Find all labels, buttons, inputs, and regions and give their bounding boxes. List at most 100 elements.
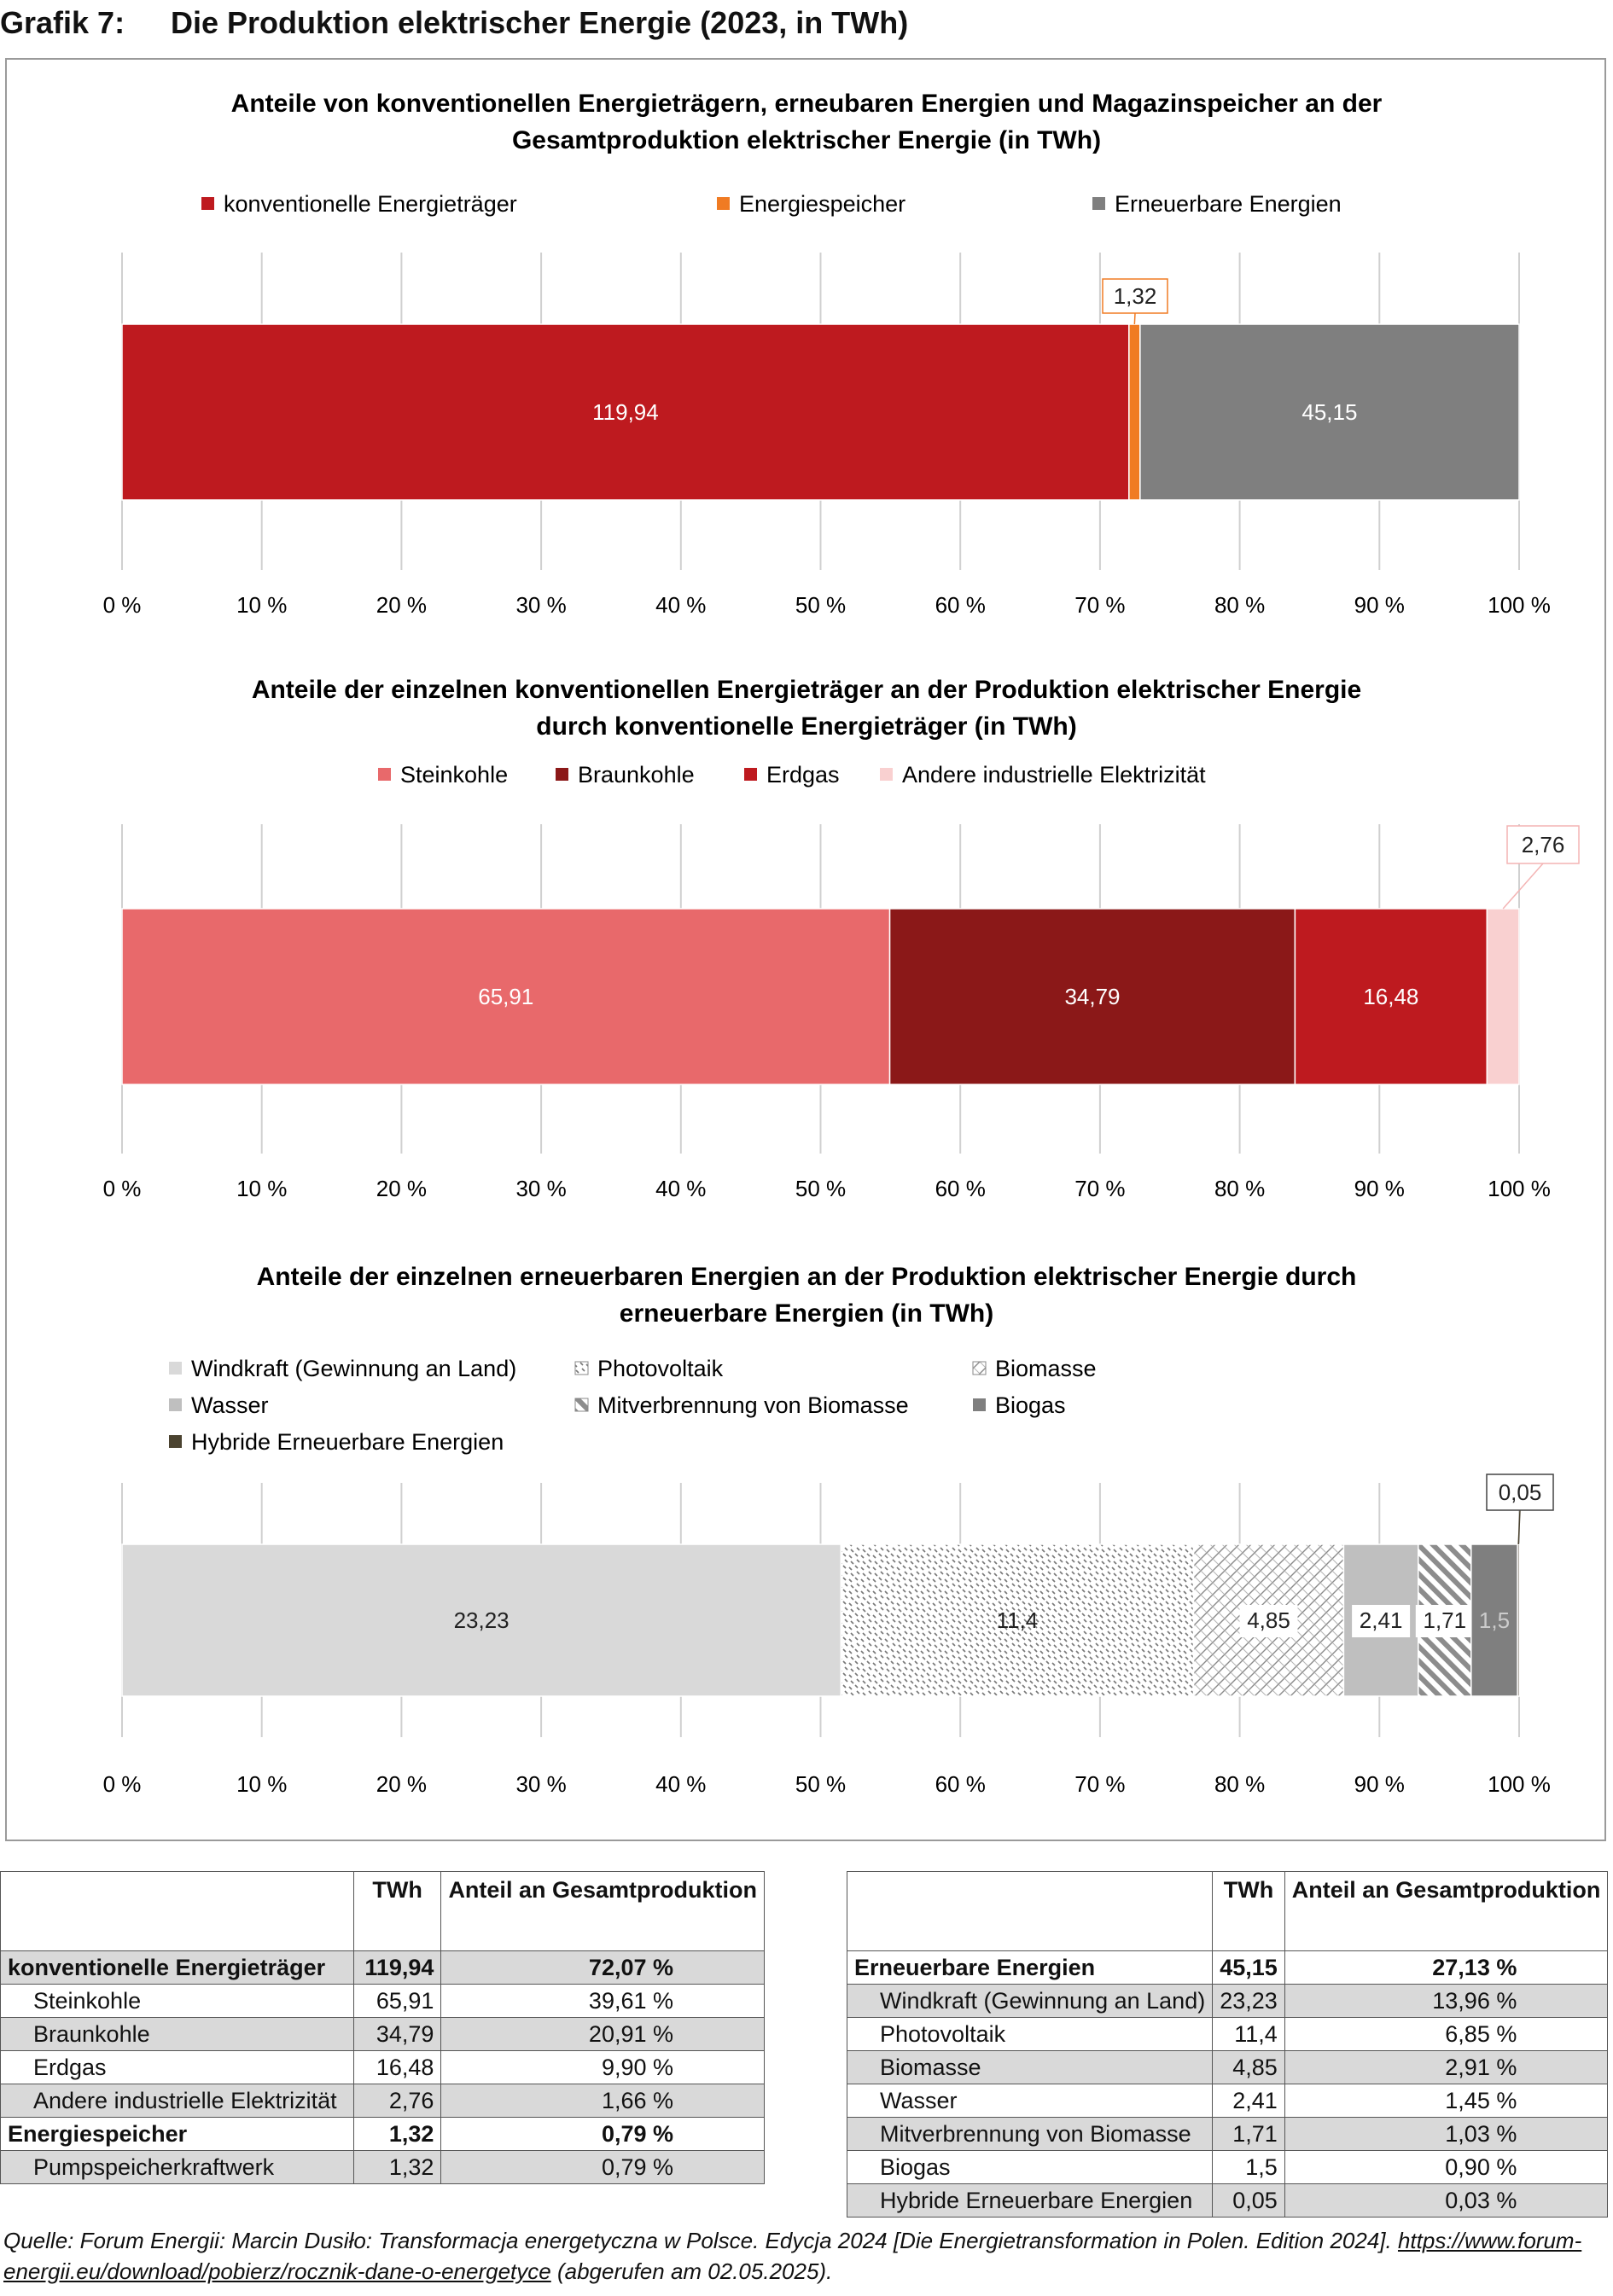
bar-segment (1294, 908, 1488, 1085)
chart-2: Anteile der einzelnen konventionellen En… (103, 676, 1580, 1201)
row-twh: 45,15 (1212, 1950, 1285, 1985)
row-share: 20,91 % (440, 2017, 765, 2051)
x-tick-label: 50 % (795, 1176, 846, 1201)
chart-title-line: erneuerbare Energien (in TWh) (620, 1299, 993, 1328)
row-share: 1,45 % (1284, 2084, 1609, 2118)
x-tick-label: 30 % (515, 1176, 566, 1201)
row-share: 1,03 % (1284, 2117, 1609, 2151)
chart-title-line: durch konventionelle Energieträger (in T… (536, 712, 1076, 741)
table-header-cell: TWh (352, 1871, 442, 1951)
row-label: Energiespeicher (0, 2117, 354, 2151)
data-label: 2,76 (1522, 832, 1565, 857)
row-share: 0,79 % (440, 2117, 765, 2151)
row-share: 72,07 % (440, 1950, 765, 1985)
row-share: 1,66 % (440, 2084, 765, 2118)
legend-entry: Energiespeicher (739, 191, 905, 217)
table-header-cell: Anteil an Gesamtproduktion (1284, 1871, 1609, 1951)
row-share: 39,61 % (440, 1984, 765, 2018)
row-label: Braunkohle (0, 2017, 354, 2051)
legend-entry: Andere industrielle Elektrizität (902, 762, 1206, 788)
table-header-cell: Anteil an Gesamtproduktion (440, 1871, 765, 1951)
table-header-cell: TWh (1212, 1871, 1285, 1951)
row-twh: 11,4 (1212, 2017, 1285, 2051)
x-tick-label: 40 % (655, 1771, 706, 1797)
row-label: Andere industrielle Elektrizität (0, 2084, 354, 2118)
source-link[interactable]: https://www.forum-energii.eu/download/po… (3, 2228, 1582, 2284)
row-twh: 1,32 (352, 2117, 442, 2151)
source-note: Quelle: Forum Energii: Marcin Dusiło: Tr… (3, 2225, 1608, 2287)
source-suffix: (abgerufen am 02.05.2025). (550, 2258, 833, 2284)
table-row: Andere industrielle Elektrizität 2,76 1,66… (0, 2084, 765, 2118)
data-label: 16,48 (1363, 984, 1418, 1009)
x-tick-label: 50 % (795, 592, 846, 618)
table-row: Wasser 2,41 1,45 % (846, 2084, 1609, 2118)
table-row: Photovoltaik 11,4 6,85 % (846, 2017, 1609, 2051)
row-share: 0,79 % (440, 2150, 765, 2184)
x-tick-label: 20 % (376, 1771, 427, 1797)
x-tick-label: 50 % (795, 1771, 846, 1797)
row-label: Erneuerbare Energien (846, 1950, 1214, 1985)
bar-segment (1470, 1543, 1518, 1697)
chart-frame (5, 58, 1606, 1841)
data-label: 1,71 (1423, 1607, 1466, 1633)
data-label: 1,32 (1114, 283, 1157, 309)
table-row: Biogas 1,5 0,90 % (846, 2150, 1609, 2184)
callout-leader (1133, 312, 1136, 325)
data-label-box (1415, 1605, 1474, 1637)
row-label: Mitverbrennung von Biomasse (846, 2117, 1214, 2151)
data-label: 45,15 (1301, 399, 1357, 425)
bar-segment (840, 1543, 1195, 1697)
data-label: 0,05 (1499, 1479, 1542, 1505)
row-share: 9,90 % (440, 2050, 765, 2084)
row-share: 27,13 % (1284, 1950, 1609, 1985)
x-tick-label: 0 % (103, 592, 142, 618)
legend-entry: Hybride Erneuerbare Energien (191, 1429, 504, 1455)
row-twh: 65,91 (352, 1984, 442, 2018)
row-twh: 0,05 (1212, 2183, 1285, 2218)
row-label: Pumpspeicherkraftwerk (0, 2150, 354, 2184)
x-tick-label: 70 % (1074, 1176, 1125, 1201)
charts-svg: Anteile von konventionellen Energieträge… (103, 90, 1580, 1797)
legend-swatch (973, 1398, 986, 1411)
x-tick-label: 40 % (655, 592, 706, 618)
row-share: 0,90 % (1284, 2150, 1609, 2184)
bar-segment (1517, 1543, 1520, 1697)
table-row: konventionelle Energieträger 119,94 72,07 … (0, 1950, 765, 1985)
legend-swatch (972, 1361, 987, 1375)
callout-leader (1502, 863, 1544, 910)
table-header-row: TWh Anteil an Gesamtproduktion (0, 1871, 765, 1951)
x-tick-label: 70 % (1074, 592, 1125, 618)
row-share: 0,03 % (1284, 2183, 1609, 2218)
source-text: Quelle: Forum Energii: Marcin Dusiło: Tr… (3, 2228, 1398, 2253)
callout-box (1486, 1474, 1554, 1511)
legend-swatch (378, 768, 391, 781)
legend-swatch (169, 1398, 182, 1411)
legend-swatch (880, 768, 893, 781)
row-label: Biomasse (846, 2050, 1214, 2084)
legend-entry: konventionelle Energieträger (224, 191, 517, 217)
row-label: Windkraft (Gewinnung an Land) (846, 1984, 1214, 2018)
chart-title-line: Anteile der einzelnen erneuerbaren Energ… (257, 1263, 1357, 1291)
legend-swatch (574, 1398, 589, 1412)
bar-segment (1128, 323, 1141, 501)
legend-swatch (1092, 197, 1105, 210)
bar-segment (121, 908, 891, 1085)
legend-swatch (556, 768, 568, 781)
data-label-box (1239, 1605, 1298, 1637)
data-label: 4,85 (1247, 1607, 1290, 1633)
row-label: Hybride Erneuerbare Energien (846, 2183, 1214, 2218)
table-renewable: TWh Anteil an Gesamtproduktion Erneuerbare… (846, 1871, 1609, 2218)
data-label: 11,4 (997, 1607, 1039, 1633)
table-row: Energiespeicher 1,32 0,79 % (0, 2117, 765, 2151)
chart-title-line: Anteile der einzelnen konventionellen En… (252, 676, 1361, 704)
legend-swatch (201, 197, 214, 210)
row-twh: 119,94 (352, 1950, 442, 1985)
legend-entry: Erneuerbare Energien (1115, 191, 1342, 217)
row-twh: 1,32 (352, 2150, 442, 2184)
row-share: 13,96 % (1284, 1984, 1609, 2018)
x-tick-label: 10 % (236, 1176, 287, 1201)
x-tick-label: 60 % (935, 592, 986, 618)
x-tick-label: 60 % (935, 1176, 986, 1201)
row-twh: 16,48 (352, 2050, 442, 2084)
legend-entry: Biogas (995, 1392, 1066, 1418)
